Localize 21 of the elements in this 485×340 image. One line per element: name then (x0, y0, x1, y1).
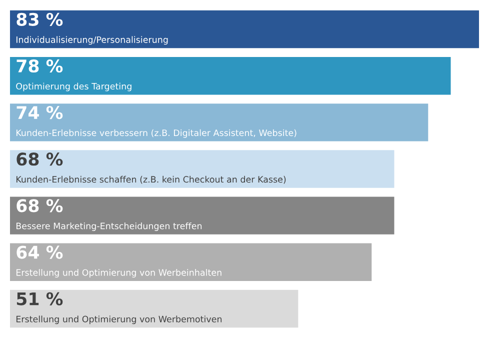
data-label: 51 % (16, 292, 63, 306)
y-tick-label: Optimierung des Targeting (16, 82, 132, 92)
data-label: 64 % (16, 246, 63, 259)
data-label: 68 % (16, 199, 63, 212)
data-label: 74 % (16, 106, 63, 120)
y-tick-label: Bessere Marketing-Entscheidungen treffen (16, 222, 202, 231)
data-label: 68 % (16, 152, 63, 166)
bar (10, 56, 451, 95)
bar (10, 290, 298, 328)
bar (10, 243, 372, 282)
y-tick-label: Kunden-Erlebnisse verbessern (z.B. Digitaler Assistent, Website) (16, 129, 296, 138)
data-label: 78 % (16, 59, 63, 73)
bar (10, 104, 428, 142)
y-tick-label: Erstellung und Optimierung von Werbeinhalten (16, 269, 222, 278)
bar (10, 196, 394, 234)
bar (10, 10, 479, 48)
y-tick-label: Erstellung und Optimierung von Werbemotiven (16, 316, 222, 324)
bar (10, 150, 394, 188)
y-tick-label: Individualisierung/Personalisierung (16, 36, 168, 45)
y-tick-label: Kunden-Erlebnisse schaffen (z.B. kein Checkout an der Kasse) (16, 176, 286, 184)
data-label: 83 % (16, 12, 63, 26)
